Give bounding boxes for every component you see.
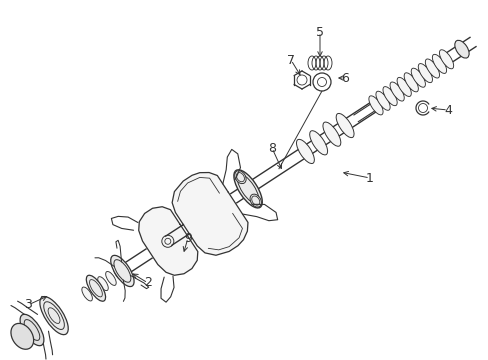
Ellipse shape xyxy=(86,275,105,301)
Ellipse shape xyxy=(11,323,34,349)
Ellipse shape xyxy=(404,73,418,92)
Polygon shape xyxy=(172,172,247,255)
Text: 8: 8 xyxy=(267,141,275,154)
Ellipse shape xyxy=(389,82,404,101)
Ellipse shape xyxy=(113,266,124,280)
Ellipse shape xyxy=(40,297,68,335)
Ellipse shape xyxy=(234,171,245,184)
Text: 4: 4 xyxy=(443,104,451,117)
Ellipse shape xyxy=(425,59,439,78)
Ellipse shape xyxy=(368,96,382,115)
Ellipse shape xyxy=(249,194,261,207)
Text: 7: 7 xyxy=(286,54,294,67)
Ellipse shape xyxy=(322,122,340,146)
Ellipse shape xyxy=(431,54,446,73)
Ellipse shape xyxy=(105,271,116,285)
Ellipse shape xyxy=(454,40,468,58)
Ellipse shape xyxy=(335,113,353,138)
Ellipse shape xyxy=(98,277,108,291)
Ellipse shape xyxy=(382,87,396,106)
Ellipse shape xyxy=(410,68,425,87)
Ellipse shape xyxy=(417,64,431,83)
Ellipse shape xyxy=(296,139,314,163)
Text: 5: 5 xyxy=(315,26,324,39)
Text: 9: 9 xyxy=(183,231,192,244)
Ellipse shape xyxy=(20,314,44,346)
Ellipse shape xyxy=(309,131,327,155)
Ellipse shape xyxy=(110,255,134,287)
Ellipse shape xyxy=(396,77,410,96)
Text: 2: 2 xyxy=(144,276,152,289)
Ellipse shape xyxy=(81,287,92,301)
Text: 6: 6 xyxy=(340,72,348,85)
Circle shape xyxy=(312,73,330,91)
Polygon shape xyxy=(139,207,198,275)
Text: 1: 1 xyxy=(366,171,373,184)
Ellipse shape xyxy=(90,282,100,296)
Text: 3: 3 xyxy=(24,298,32,311)
Ellipse shape xyxy=(233,170,262,208)
Ellipse shape xyxy=(439,50,453,69)
Ellipse shape xyxy=(375,91,389,110)
